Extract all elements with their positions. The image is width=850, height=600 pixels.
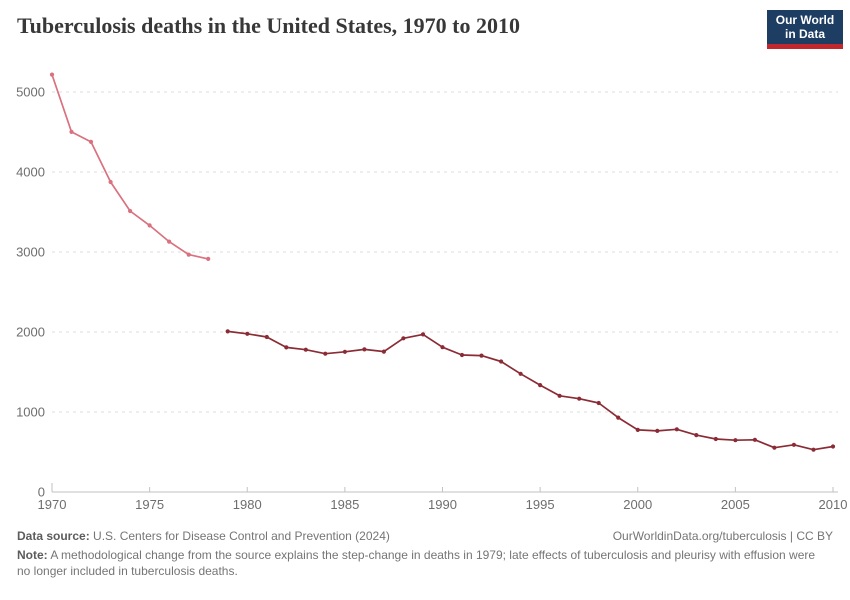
data-point bbox=[323, 351, 328, 356]
data-source-text: U.S. Centers for Disease Control and Pre… bbox=[93, 529, 390, 543]
data-point bbox=[245, 331, 250, 336]
y-tick-label: 3000 bbox=[16, 245, 45, 260]
x-tick-label: 1990 bbox=[428, 497, 457, 512]
series-1979-2010 bbox=[225, 329, 836, 452]
series-1970-1978 bbox=[49, 72, 211, 261]
data-point bbox=[186, 252, 191, 257]
data-point bbox=[577, 396, 582, 401]
data-point bbox=[49, 72, 55, 77]
data-point bbox=[811, 447, 816, 452]
data-point bbox=[635, 427, 640, 432]
note-text: A methodological change from the source … bbox=[17, 548, 816, 578]
data-point bbox=[88, 139, 94, 144]
x-tick-label: 1995 bbox=[526, 497, 555, 512]
data-point bbox=[128, 208, 133, 214]
data-point bbox=[713, 436, 718, 442]
x-axis: 1970 1975 1980 1985 1990 1995 2000 2005 2010 bbox=[38, 483, 848, 512]
data-point bbox=[264, 334, 269, 340]
data-point bbox=[303, 347, 308, 352]
x-tick-label: 1980 bbox=[233, 497, 262, 512]
x-tick-label: 1970 bbox=[38, 497, 67, 512]
data-point bbox=[499, 359, 504, 364]
x-tick-label: 1975 bbox=[135, 497, 164, 512]
data-point bbox=[674, 427, 679, 432]
y-tick-label: 0 bbox=[38, 485, 45, 500]
data-point bbox=[596, 400, 601, 406]
logo-line-2: in Data bbox=[784, 27, 825, 41]
y-gridlines: 0 1000 2000 3000 4000 5000 bbox=[16, 85, 838, 500]
data-point bbox=[538, 383, 543, 388]
data-point bbox=[791, 442, 797, 447]
data-point bbox=[342, 349, 347, 354]
x-tick-label: 1985 bbox=[330, 497, 359, 512]
data-point bbox=[362, 347, 367, 352]
data-source: Data source: U.S. Centers for Disease Co… bbox=[17, 528, 390, 544]
data-point bbox=[440, 345, 445, 350]
data-point bbox=[420, 332, 426, 337]
note-label: Note: bbox=[17, 548, 48, 562]
data-point bbox=[616, 415, 621, 420]
page-title: Tuberculosis deaths in the United States… bbox=[17, 13, 521, 38]
data-point bbox=[108, 179, 113, 185]
data-point bbox=[655, 428, 660, 433]
line-chart: 0 1000 2000 3000 4000 5000 1970 1975 1980 1985 199… bbox=[16, 72, 848, 512]
data-point bbox=[206, 256, 211, 261]
data-point bbox=[752, 437, 758, 442]
data-point bbox=[147, 223, 152, 228]
data-point bbox=[518, 371, 523, 376]
x-tick-label: 2005 bbox=[721, 497, 750, 512]
data-point bbox=[830, 444, 836, 449]
data-point bbox=[459, 352, 465, 358]
y-tick-label: 2000 bbox=[16, 325, 45, 340]
data-point bbox=[284, 345, 289, 350]
series-line bbox=[226, 330, 834, 451]
data-source-label: Data source: bbox=[17, 529, 90, 543]
data-point bbox=[772, 445, 777, 450]
data-point bbox=[167, 239, 172, 244]
series-line bbox=[51, 73, 210, 260]
owid-logo: Our World in Data bbox=[767, 10, 843, 49]
data-point bbox=[69, 129, 74, 134]
data-point bbox=[225, 329, 230, 334]
data-point bbox=[733, 438, 738, 443]
data-point bbox=[401, 336, 406, 341]
logo-line-1: Our World bbox=[775, 13, 835, 27]
chart-footer: Data source: U.S. Centers for Disease Co… bbox=[17, 528, 833, 579]
note: Note: A methodological change from the s… bbox=[17, 547, 829, 579]
x-tick-label: 2010 bbox=[819, 497, 848, 512]
data-point bbox=[479, 353, 484, 358]
y-tick-label: 4000 bbox=[16, 165, 45, 180]
attribution: OurWorldinData.org/tuberculosis | CC BY bbox=[612, 529, 833, 543]
data-point bbox=[381, 349, 386, 354]
y-tick-label: 1000 bbox=[16, 405, 45, 420]
x-tick-label: 2000 bbox=[623, 497, 652, 512]
data-point bbox=[557, 393, 562, 398]
data-point bbox=[694, 433, 699, 438]
y-tick-label: 5000 bbox=[16, 85, 45, 100]
